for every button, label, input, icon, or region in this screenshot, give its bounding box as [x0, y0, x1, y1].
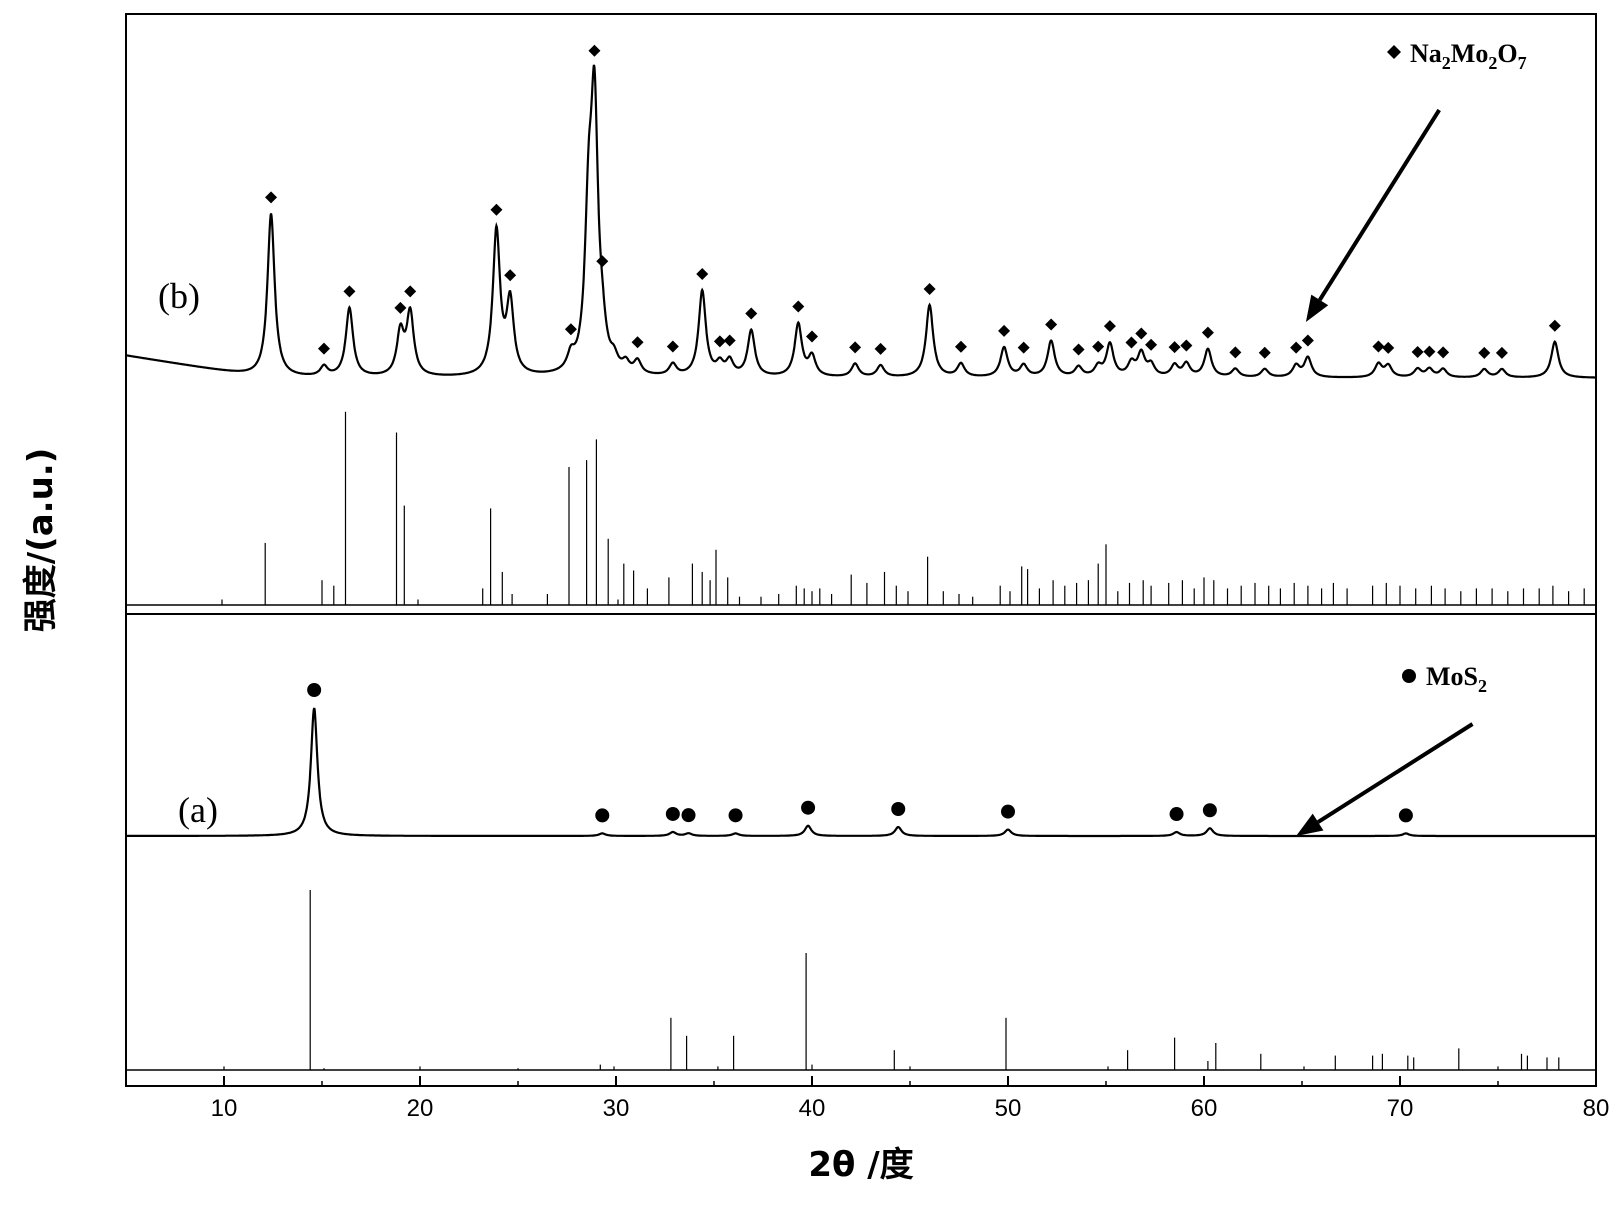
diamond-marker: [1073, 344, 1085, 356]
diamond-marker: [696, 268, 708, 280]
diamond-marker: [343, 285, 355, 297]
diamond-marker: [1135, 328, 1147, 340]
diamond-marker: [1372, 341, 1384, 353]
circle-marker: [682, 808, 696, 822]
diamond-marker: [1045, 318, 1057, 330]
x-axis-title: 2θ /度: [808, 1145, 913, 1185]
diamond-marker: [394, 302, 406, 314]
x-tick-label: 40: [799, 1095, 826, 1122]
legend-label-mos2: MoS2: [1426, 662, 1487, 696]
diamond-marker: [588, 45, 600, 57]
diamond-marker: [714, 335, 726, 347]
annotation-arrows: [1296, 110, 1472, 836]
circle-marker: [891, 802, 905, 816]
diamond-marker: [724, 335, 736, 347]
arrow-head-icon: [1306, 295, 1328, 322]
x-tick-label: 60: [1191, 1095, 1218, 1122]
x-tick-label: 10: [211, 1095, 238, 1122]
diamond-marker: [1412, 346, 1424, 358]
diamond-marker: [1478, 347, 1490, 359]
diamond-marker: [955, 341, 967, 353]
x-tick-label: 80: [1583, 1095, 1610, 1122]
legend-mos2: MoS2: [1402, 662, 1487, 696]
x-tick-label: 50: [995, 1095, 1022, 1122]
diamond-marker: [632, 336, 644, 348]
x-tick-label: 70: [1387, 1095, 1414, 1122]
diamond-marker: [318, 343, 330, 355]
diamond-marker: [849, 341, 861, 353]
diamond-marker: [806, 331, 818, 343]
diamond-marker: [1145, 339, 1157, 351]
diamond-marker: [1169, 341, 1181, 353]
diamond-marker: [998, 325, 1010, 337]
diamond-marker: [504, 269, 516, 281]
diamond-marker: [745, 307, 757, 319]
diamond-marker: [565, 323, 577, 335]
arrow-head-icon: [1296, 814, 1323, 836]
diffraction-curve-a: [126, 708, 1596, 836]
diamond-marker: [1125, 337, 1137, 349]
diffraction-line-b: [126, 65, 1596, 378]
diamond-marker: [1290, 342, 1302, 354]
legend-label-na2mo2o7: Na2Mo2O7: [1410, 39, 1527, 73]
circle-marker: [1001, 805, 1015, 819]
diamond-marker-icon: [1387, 45, 1401, 59]
diamond-marker: [1496, 347, 1508, 359]
diamond-marker: [1423, 346, 1435, 358]
circle-marker-icon: [1402, 669, 1416, 683]
diamond-marker: [1018, 342, 1030, 354]
y-axis-title: 强度/(a.u.): [21, 448, 61, 632]
diamond-marker: [1092, 341, 1104, 353]
plot-frame: [126, 14, 1596, 1086]
diamond-marker: [596, 255, 608, 267]
diffraction-curve-b: [126, 65, 1596, 378]
diamond-marker: [1104, 320, 1116, 332]
panel-label-a: (a): [178, 790, 218, 830]
arrow-line: [1318, 724, 1472, 822]
diamond-marker: [1437, 346, 1449, 358]
arrow-line: [1320, 110, 1439, 300]
circle-marker: [1399, 808, 1413, 822]
diamond-marker: [924, 283, 936, 295]
diamond-marker: [404, 285, 416, 297]
circle-marker: [801, 801, 815, 815]
reference-pattern-a: [126, 890, 1596, 1070]
diamond-marker: [265, 191, 277, 203]
diamond-marker: [792, 301, 804, 313]
peak-markers-a: [307, 683, 1413, 822]
diffraction-line-a: [126, 708, 1596, 836]
diamond-marker: [1259, 347, 1271, 359]
circle-marker: [307, 683, 321, 697]
x-tick-label: 20: [407, 1095, 434, 1122]
diamond-marker: [1302, 335, 1314, 347]
diamond-marker: [490, 204, 502, 216]
diamond-marker: [1202, 327, 1214, 339]
x-tick-label: 30: [603, 1095, 630, 1122]
legend-na2mo2o7: Na2Mo2O7: [1387, 39, 1527, 73]
diamond-marker: [1382, 342, 1394, 354]
diamond-marker: [667, 340, 679, 352]
diamond-marker: [875, 343, 887, 355]
peak-markers-b: [265, 45, 1561, 359]
diamond-marker: [1229, 346, 1241, 358]
circle-marker: [729, 808, 743, 822]
reference-pattern-b: [126, 412, 1596, 605]
circle-marker: [666, 807, 680, 821]
panel-label-b: (b): [158, 276, 200, 316]
diamond-marker: [1180, 340, 1192, 352]
circle-marker: [595, 808, 609, 822]
circle-marker: [1170, 807, 1184, 821]
x-axis-ticks: 10 20 30 40 50 60 70 80: [126, 1076, 1609, 1122]
diamond-marker: [1549, 320, 1561, 332]
circle-marker: [1203, 803, 1217, 817]
